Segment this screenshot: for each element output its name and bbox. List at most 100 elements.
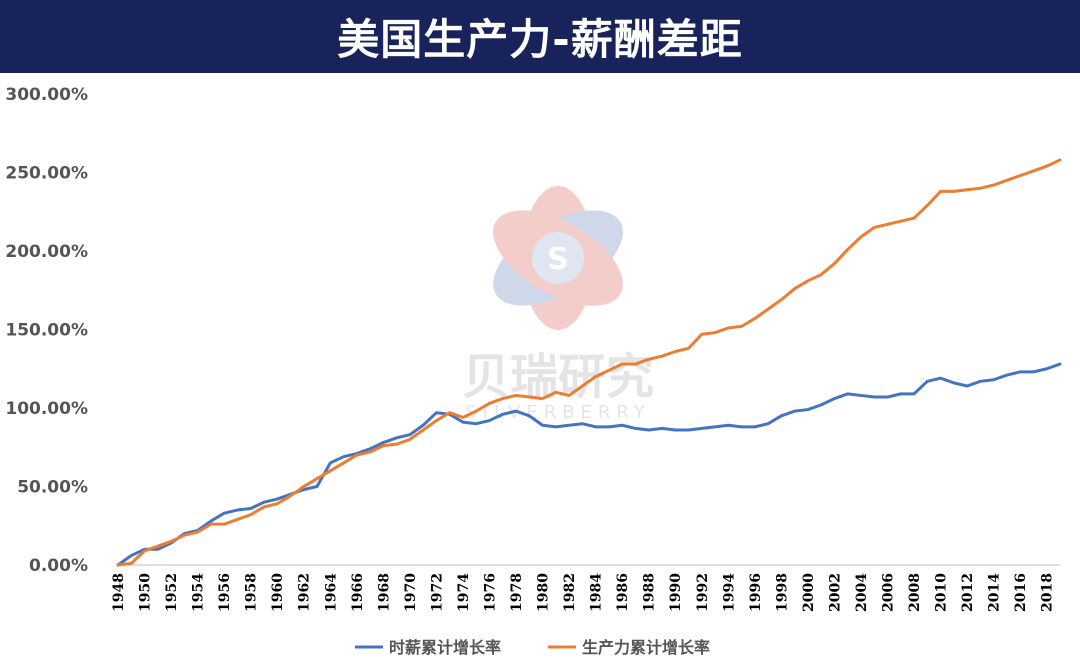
x-tick-label: 2002 xyxy=(827,573,843,612)
data-point xyxy=(992,183,995,187)
watermark: S 贝瑞研究 SILVERBERRY xyxy=(462,186,654,423)
data-point xyxy=(262,501,266,504)
x-tick-label: 1998 xyxy=(774,573,790,612)
data-point xyxy=(116,563,120,567)
data-point xyxy=(979,380,982,383)
data-point xyxy=(395,442,398,446)
data-point xyxy=(329,461,332,465)
data-point xyxy=(461,420,465,424)
data-point xyxy=(886,223,889,226)
data-point xyxy=(687,347,690,350)
data-point xyxy=(912,216,916,220)
data-point xyxy=(249,513,252,516)
data-point xyxy=(276,502,279,505)
data-point xyxy=(461,416,465,419)
data-point xyxy=(700,333,703,336)
x-tick-label: 2016 xyxy=(1013,573,1029,612)
data-point xyxy=(475,409,478,413)
x-tick-label: 1964 xyxy=(323,573,339,612)
x-tick-label: 1974 xyxy=(456,573,472,612)
data-point xyxy=(886,395,889,399)
x-tick-label: 2012 xyxy=(960,573,976,612)
data-point xyxy=(727,424,730,427)
series-points-2 xyxy=(116,158,1062,567)
x-tick-label: 2004 xyxy=(854,573,870,612)
y-tick-label: 50.00% xyxy=(17,478,88,498)
data-point xyxy=(926,204,929,207)
data-point xyxy=(1018,370,1022,374)
data-point xyxy=(793,287,796,290)
x-tick-label: 1948 xyxy=(111,573,127,612)
data-point xyxy=(647,358,650,361)
data-point xyxy=(713,425,717,429)
data-point xyxy=(819,273,823,276)
data-point xyxy=(329,469,332,472)
data-point xyxy=(342,461,345,465)
x-tick-label: 1976 xyxy=(482,573,498,612)
data-point xyxy=(236,508,239,512)
data-point xyxy=(368,447,372,451)
data-point xyxy=(1045,165,1048,168)
data-point xyxy=(846,392,849,396)
data-point xyxy=(1018,174,1022,177)
data-point xyxy=(514,394,518,397)
x-tick-label: 1982 xyxy=(562,573,578,612)
data-point xyxy=(806,408,810,411)
y-tick-label: 250.00% xyxy=(5,164,88,184)
y-tick-label: 300.00% xyxy=(5,85,88,105)
data-point xyxy=(382,444,385,447)
data-point xyxy=(435,411,438,414)
data-point xyxy=(302,485,305,488)
data-point xyxy=(528,395,531,399)
x-tick-label: 2000 xyxy=(801,573,817,612)
data-point xyxy=(607,369,611,372)
data-point xyxy=(766,307,770,311)
x-tick-label: 2010 xyxy=(934,573,950,612)
data-point xyxy=(873,226,876,229)
data-point xyxy=(249,507,252,510)
data-point xyxy=(753,425,757,429)
data-point xyxy=(700,427,703,430)
data-point xyxy=(581,422,584,425)
data-point xyxy=(620,362,624,366)
data-point xyxy=(236,518,239,521)
x-tick-label: 1992 xyxy=(695,573,711,612)
data-point xyxy=(156,548,160,551)
data-point xyxy=(342,455,345,458)
data-point xyxy=(395,436,398,440)
data-point xyxy=(130,554,133,557)
x-tick-label: 1954 xyxy=(191,573,207,612)
data-point xyxy=(647,428,650,432)
watermark-logo-icon: S xyxy=(493,186,623,330)
data-point xyxy=(939,190,942,193)
legend: 时薪累计增长率 生产力累计增长率 xyxy=(355,638,710,657)
data-point xyxy=(315,485,319,488)
x-tick-label: 1966 xyxy=(350,573,366,612)
x-tick-label: 1970 xyxy=(403,573,419,612)
x-tick-label: 1962 xyxy=(297,573,313,612)
data-point xyxy=(448,411,451,414)
data-point xyxy=(421,428,425,432)
data-point xyxy=(501,413,504,416)
data-point xyxy=(674,350,677,353)
data-point xyxy=(859,235,863,239)
data-point xyxy=(740,325,743,328)
y-tick-label: 150.00% xyxy=(5,321,88,341)
page-title: 美国生产力-薪酬差距 xyxy=(337,15,743,64)
data-point xyxy=(209,522,213,526)
data-point xyxy=(501,397,504,400)
data-point xyxy=(660,354,664,358)
data-point xyxy=(859,394,863,397)
data-point xyxy=(634,362,637,366)
data-point xyxy=(368,450,372,454)
legend-label: 时薪累计增长率 xyxy=(389,638,501,657)
data-point xyxy=(209,519,213,523)
data-point xyxy=(873,395,876,399)
data-point xyxy=(408,438,412,441)
x-tick-label: 1958 xyxy=(244,573,260,612)
title-banner: 美国生产力-薪酬差距 xyxy=(0,0,1080,73)
data-point xyxy=(143,549,146,553)
data-point xyxy=(740,425,743,429)
data-point xyxy=(541,397,544,400)
data-point xyxy=(1032,370,1035,374)
